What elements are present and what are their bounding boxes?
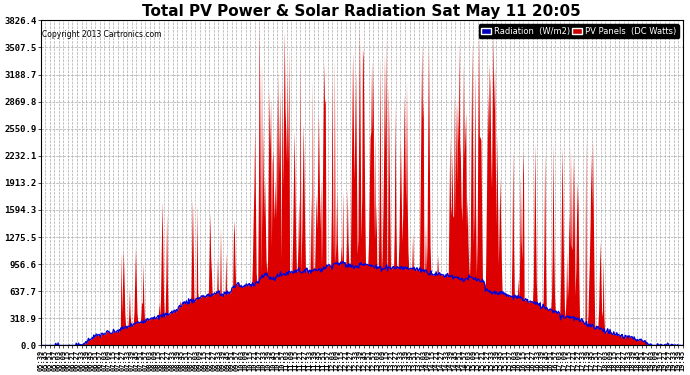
Legend: Radiation  (W/m2), PV Panels  (DC Watts): Radiation (W/m2), PV Panels (DC Watts): [479, 24, 679, 39]
Text: Copyright 2013 Cartronics.com: Copyright 2013 Cartronics.com: [42, 30, 161, 39]
Title: Total PV Power & Solar Radiation Sat May 11 20:05: Total PV Power & Solar Radiation Sat May…: [142, 4, 581, 19]
